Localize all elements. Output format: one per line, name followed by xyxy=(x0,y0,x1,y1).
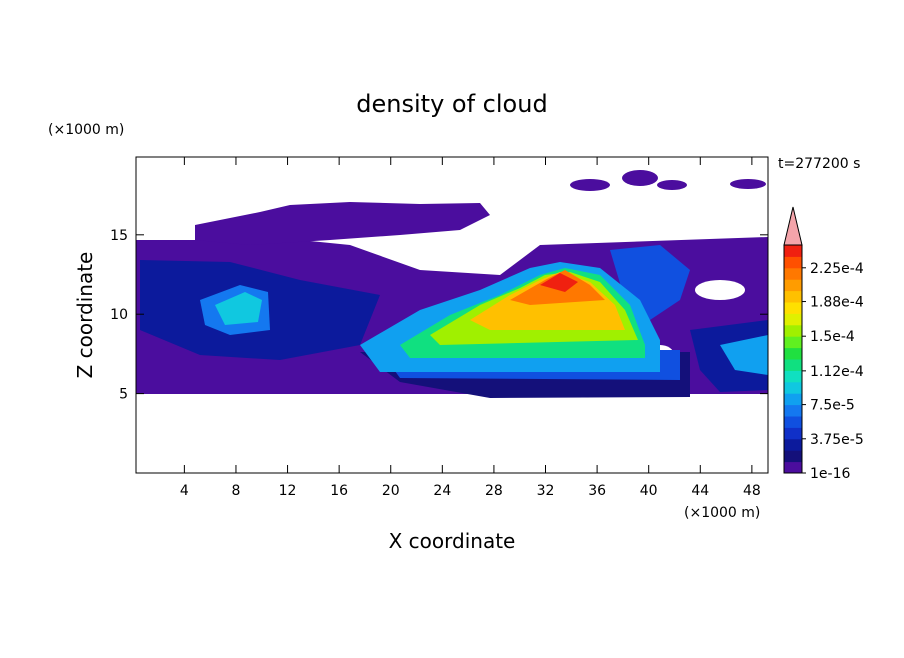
x-tick-label: 44 xyxy=(691,483,709,499)
plot-frame xyxy=(135,156,769,474)
colorbar-band xyxy=(784,313,802,326)
colorbar-tick-label: 1e-16 xyxy=(810,466,850,482)
y-tick-label: 15 xyxy=(110,228,128,244)
colorbar-band xyxy=(784,245,802,257)
colorbar-frame xyxy=(783,244,803,474)
x-tick-label: 40 xyxy=(640,483,658,499)
colorbar-band xyxy=(784,461,802,474)
x-tick-label: 20 xyxy=(382,483,400,499)
colorbar-band xyxy=(784,450,802,463)
colorbar-tick-label: 1.12e-4 xyxy=(810,364,864,380)
contour-field xyxy=(136,170,768,398)
colorbar-band xyxy=(784,324,802,337)
x-axis-label: X coordinate xyxy=(389,529,516,553)
y-axis-label: Z coordinate xyxy=(73,252,97,379)
x-tick-label: 24 xyxy=(433,483,451,499)
x-tick-label: 12 xyxy=(279,483,297,499)
colorbar-tick-label: 3.75e-5 xyxy=(810,432,864,448)
x-tick-label: 32 xyxy=(537,483,555,499)
time-label: t=277200 s xyxy=(778,156,860,172)
chart-title: density of cloud xyxy=(356,90,547,118)
x-tick-label: 8 xyxy=(231,483,240,499)
y-unit: (×1000 m) xyxy=(48,122,124,138)
colorbar-band xyxy=(784,438,802,451)
colorbar-band xyxy=(784,359,802,371)
y-tick-label: 10 xyxy=(110,307,128,323)
colorbar-band xyxy=(784,370,802,383)
colorbar-tick-label: 2.25e-4 xyxy=(810,261,864,277)
colorbar-tick-label: 7.5e-5 xyxy=(810,398,855,414)
colorbar-tick-label: 1.5e-4 xyxy=(810,329,855,345)
y-tick-label: 5 xyxy=(119,387,128,403)
x-unit: (×1000 m) xyxy=(684,505,760,521)
x-tick-label: 28 xyxy=(485,483,503,499)
colorbar-band xyxy=(784,347,802,360)
colorbar-band xyxy=(784,279,802,292)
colorbar-band xyxy=(784,336,802,349)
x-tick-label: 16 xyxy=(330,483,348,499)
colorbar-tick-label: 1.88e-4 xyxy=(810,295,864,311)
colorbar-band xyxy=(784,256,802,269)
x-tick-label: 4 xyxy=(180,483,189,499)
x-tick-label: 48 xyxy=(743,483,761,499)
colorbar-band xyxy=(784,290,802,303)
colorbar-band xyxy=(784,404,802,417)
colorbar-band xyxy=(784,267,802,280)
colorbar-band xyxy=(784,393,802,406)
colorbar-band xyxy=(784,416,802,428)
colorbar-extend xyxy=(783,206,803,246)
colorbar-band xyxy=(784,427,802,440)
colorbar-band xyxy=(784,381,802,394)
colorbar-band xyxy=(784,302,802,314)
x-tick-label: 36 xyxy=(588,483,606,499)
